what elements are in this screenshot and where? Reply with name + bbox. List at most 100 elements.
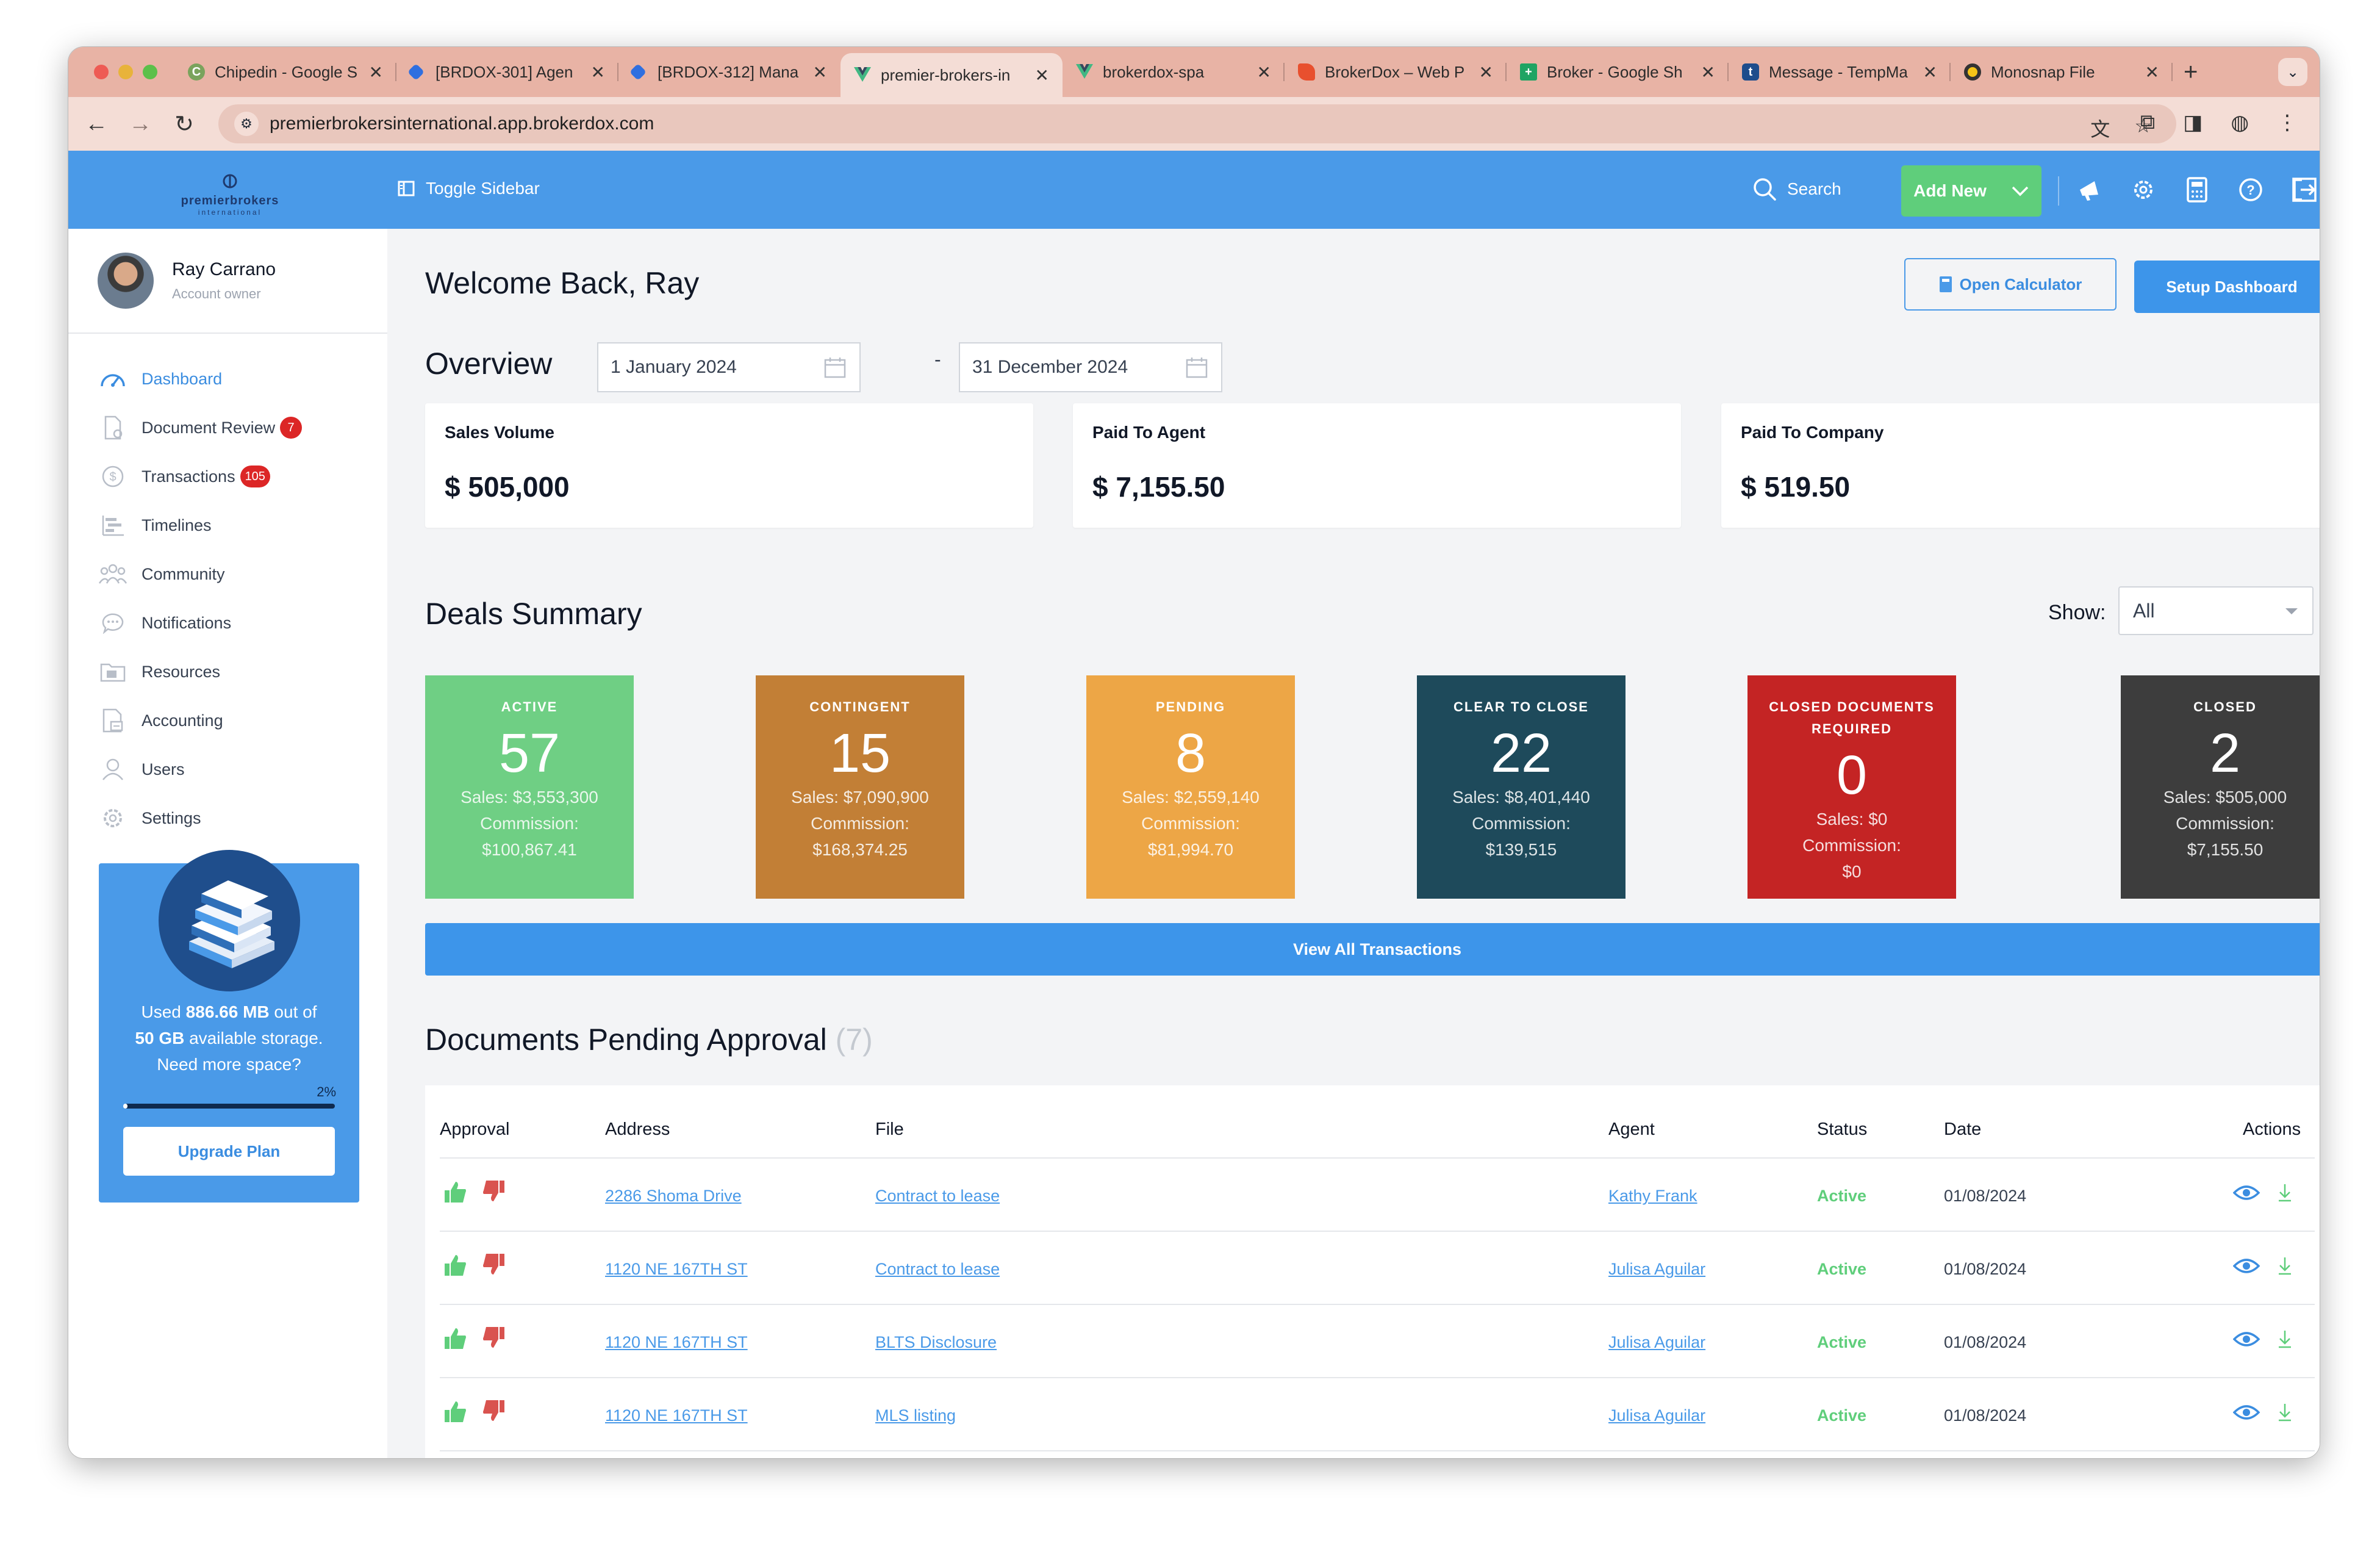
community-icon — [98, 559, 128, 589]
avatar[interactable] — [98, 253, 154, 309]
add-new-button[interactable]: Add New — [1901, 165, 2041, 217]
profile-icon[interactable]: ◍ — [2231, 111, 2249, 134]
view-all-transactions-button[interactable]: View All Transactions — [425, 923, 2320, 976]
minimize-window-button[interactable] — [118, 65, 133, 79]
gear-icon[interactable] — [2129, 173, 2158, 207]
thumbs-up-icon[interactable] — [443, 1179, 468, 1204]
address-bar[interactable]: ⚙ premierbrokersinternational.app.broker… — [218, 104, 2176, 143]
browser-tab[interactable]: Monosnap File ✕ — [1951, 47, 2173, 97]
browser-tab[interactable]: C Chipedin - Google S ✕ — [174, 47, 396, 97]
setup-dashboard-button[interactable]: Setup Dashboard — [2134, 261, 2320, 313]
maximize-window-button[interactable] — [143, 65, 157, 79]
browser-tab[interactable]: + Broker - Google Sh ✕ — [1507, 47, 1729, 97]
thumbs-up-icon[interactable] — [443, 1326, 468, 1350]
deal-card-contingent[interactable]: CONTINGENT 15 Sales: $7,090,900 Commissi… — [756, 675, 964, 899]
browser-tab[interactable]: [BRDOX-301] Agen ✕ — [396, 47, 618, 97]
sidebar-item-notifications[interactable]: Notifications — [68, 599, 387, 647]
back-icon[interactable]: ← — [85, 110, 108, 137]
browser-tab[interactable]: BrokerDox – Web P ✕ — [1285, 47, 1507, 97]
eye-icon[interactable] — [2233, 1257, 2260, 1275]
deal-card-closed-documents-required[interactable]: CLOSED DOCUMENTS REQUIRED 0 Sales: $0 Co… — [1747, 675, 1956, 899]
file-link[interactable]: Contract to lease — [875, 1260, 1000, 1278]
eye-icon[interactable] — [2233, 1403, 2260, 1422]
browser-tab[interactable]: [BRDOX-312] Mana ✕ — [618, 47, 841, 97]
file-link[interactable]: MLS listing — [875, 1406, 956, 1425]
calculator-icon[interactable] — [2182, 173, 2212, 207]
thumbs-down-icon[interactable] — [481, 1399, 506, 1423]
close-tab-icon[interactable]: ✕ — [590, 62, 605, 82]
site-info-icon[interactable]: ⚙ — [234, 112, 259, 136]
extensions-icon[interactable]: ⧉ — [2140, 110, 2156, 134]
brand-logo[interactable]: premierbrokers international — [178, 173, 282, 217]
logout-icon[interactable] — [2290, 173, 2319, 207]
new-tab-icon[interactable]: + — [2184, 58, 2198, 85]
agent-link[interactable]: Kathy Frank — [1608, 1187, 1697, 1205]
tab-search-icon[interactable]: ⌄ — [2278, 58, 2307, 86]
close-tab-icon[interactable]: ✕ — [2145, 62, 2159, 82]
close-tab-icon[interactable]: ✕ — [1923, 62, 1937, 82]
deal-card-pending[interactable]: PENDING 8 Sales: $2,559,140 Commission: … — [1086, 675, 1295, 899]
thumbs-down-icon[interactable] — [481, 1179, 506, 1204]
thumbs-up-icon[interactable] — [443, 1399, 468, 1423]
side-panel-icon[interactable]: ◨ — [2183, 111, 2203, 134]
help-icon[interactable]: ? — [2236, 173, 2265, 207]
forward-icon[interactable]: → — [129, 110, 152, 137]
megaphone-icon[interactable] — [2075, 173, 2104, 207]
sidebar-item-dashboard[interactable]: Dashboard — [68, 354, 387, 403]
thumbs-up-icon[interactable] — [443, 1253, 468, 1277]
date-to-input[interactable]: 31 December 2024 — [959, 342, 1222, 392]
thumbs-down-icon[interactable] — [481, 1253, 506, 1277]
browser-tab[interactable]: t Message - TempMa ✕ — [1729, 47, 1951, 97]
open-calculator-button[interactable]: Open Calculator — [1904, 258, 2117, 311]
bookmark-star-icon[interactable]: ☆ — [2134, 115, 2152, 137]
upgrade-plan-button[interactable]: Upgrade Plan — [123, 1127, 335, 1176]
close-tab-icon[interactable]: ✕ — [1479, 62, 1493, 82]
date-from-input[interactable]: 1 January 2024 — [597, 342, 861, 392]
close-tab-icon[interactable]: ✕ — [368, 62, 383, 82]
header-divider — [2058, 176, 2059, 206]
thumbs-down-icon[interactable] — [481, 1326, 506, 1350]
eye-icon[interactable] — [2233, 1184, 2260, 1202]
download-icon[interactable] — [2277, 1403, 2293, 1422]
search-button[interactable]: Search — [1752, 176, 1841, 202]
sidebar-item-transactions[interactable]: $ Transactions 105 — [68, 452, 387, 501]
address-link[interactable]: 2286 Shoma Drive — [605, 1187, 742, 1205]
reload-icon[interactable]: ↻ — [174, 111, 194, 137]
close-tab-icon[interactable]: ✕ — [812, 62, 827, 82]
download-icon[interactable] — [2277, 1183, 2293, 1203]
sidebar-item-users[interactable]: Users — [68, 745, 387, 794]
sidebar-item-accounting[interactable]: Accounting — [68, 696, 387, 745]
download-icon[interactable] — [2277, 1329, 2293, 1349]
sidebar-item-settings[interactable]: Settings — [68, 794, 387, 843]
user-profile[interactable]: Ray Carrano Account owner — [68, 229, 387, 334]
close-tab-icon[interactable]: ✕ — [1034, 65, 1049, 85]
deal-card-active[interactable]: ACTIVE 57 Sales: $3,553,300 Commission: … — [425, 675, 634, 899]
calendar-icon[interactable] — [823, 356, 847, 380]
address-link[interactable]: 1120 NE 167TH ST — [605, 1333, 748, 1351]
show-filter-select[interactable]: All — [2118, 586, 2314, 635]
download-icon[interactable] — [2277, 1256, 2293, 1276]
deal-card-clear-to-close[interactable]: CLEAR TO CLOSE 22 Sales: $8,401,440 Comm… — [1417, 675, 1625, 899]
close-tab-icon[interactable]: ✕ — [1256, 62, 1271, 82]
translate-icon[interactable]: 文 — [2090, 118, 2110, 140]
close-window-button[interactable] — [94, 65, 109, 79]
browser-menu-icon[interactable]: ⋮ — [2277, 111, 2298, 134]
sidebar-item-resources[interactable]: Resources — [68, 647, 387, 696]
browser-tab[interactable]: brokerdox-spa ✕ — [1063, 47, 1285, 97]
sidebar-item-document-review[interactable]: Document Review 7 — [68, 403, 387, 452]
file-link[interactable]: Contract to lease — [875, 1187, 1000, 1205]
browser-tab-active[interactable]: premier-brokers-in ✕ — [841, 53, 1063, 97]
agent-link[interactable]: Julisa Aguilar — [1608, 1333, 1706, 1351]
toggle-sidebar-button[interactable]: Toggle Sidebar — [398, 179, 540, 198]
file-link[interactable]: BLTS Disclosure — [875, 1333, 997, 1351]
close-tab-icon[interactable]: ✕ — [1701, 62, 1715, 82]
sidebar-item-timelines[interactable]: Timelines — [68, 501, 387, 550]
calendar-icon[interactable] — [1185, 356, 1209, 380]
agent-link[interactable]: Julisa Aguilar — [1608, 1260, 1706, 1278]
address-link[interactable]: 1120 NE 167TH ST — [605, 1260, 748, 1278]
eye-icon[interactable] — [2233, 1330, 2260, 1348]
address-link[interactable]: 1120 NE 167TH ST — [605, 1406, 748, 1425]
agent-link[interactable]: Julisa Aguilar — [1608, 1406, 1706, 1425]
deal-card-closed[interactable]: CLOSED 2 Sales: $505,000 Commission: $7,… — [2121, 675, 2320, 899]
sidebar-item-community[interactable]: Community — [68, 550, 387, 599]
